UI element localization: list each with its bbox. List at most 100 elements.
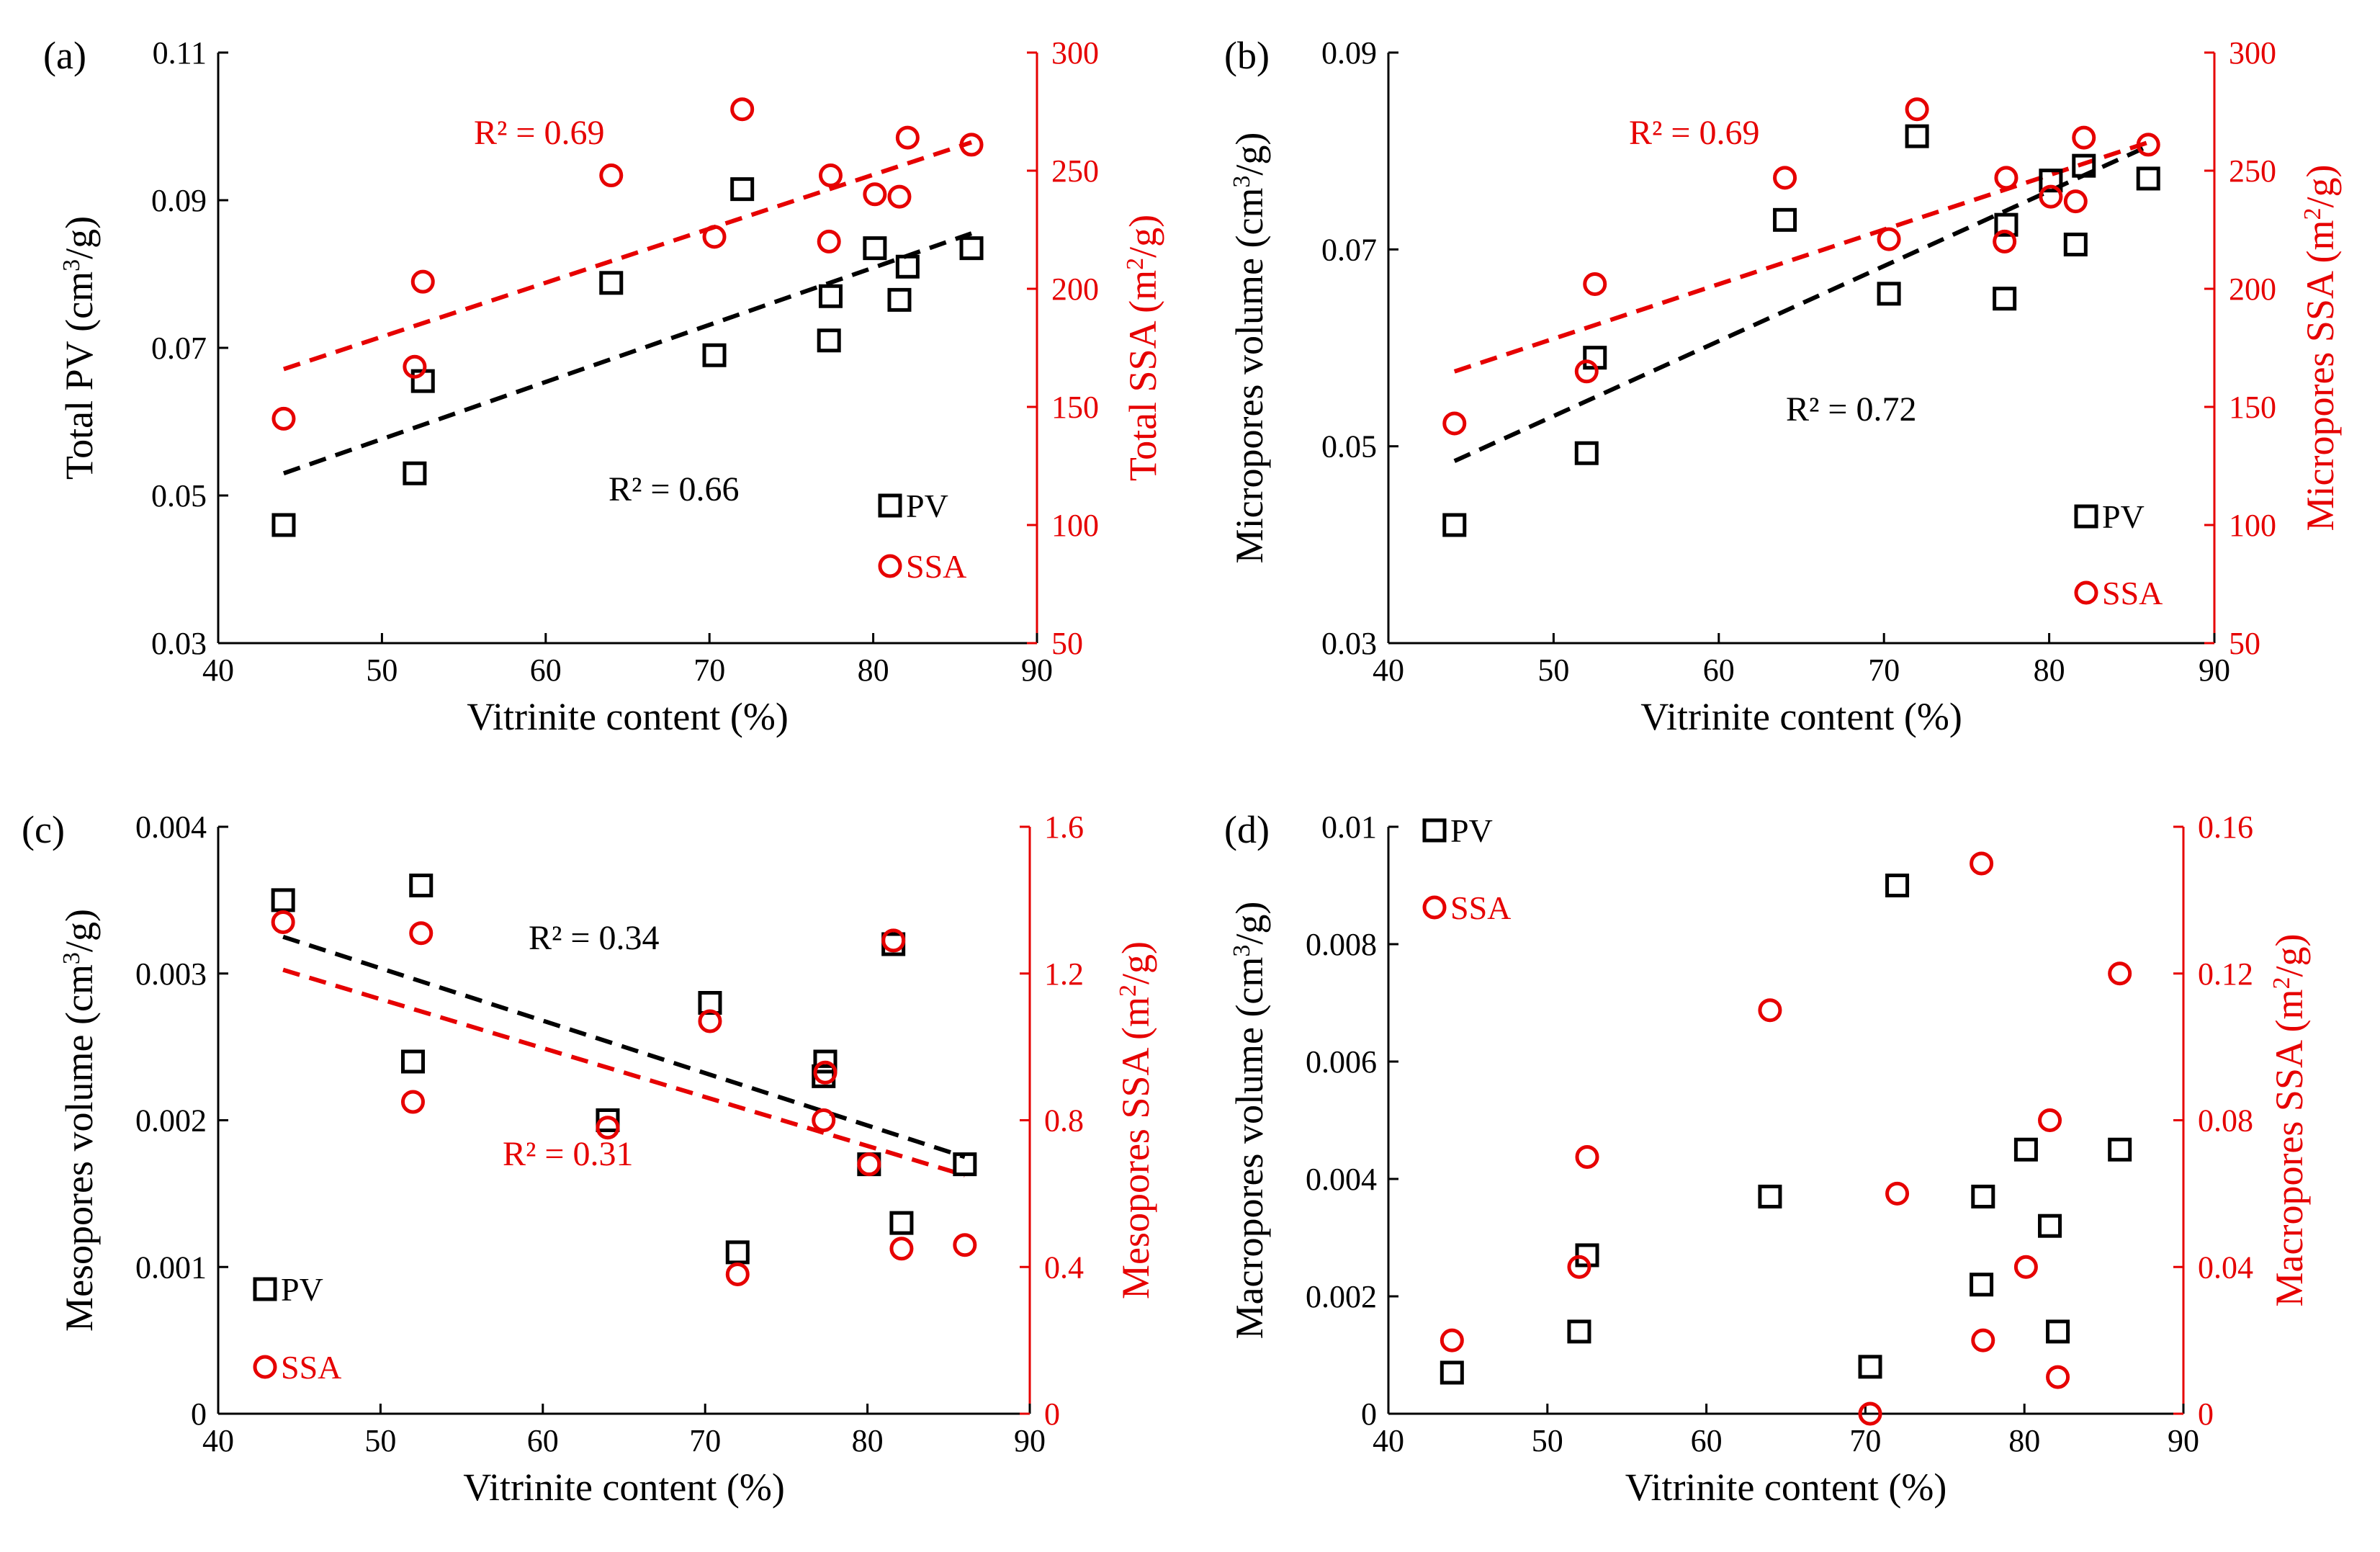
- pv-point: [1773, 207, 1797, 232]
- y-tick-label-right: 50: [1051, 626, 1083, 661]
- y-tick-label-left: 0.001: [135, 1250, 207, 1285]
- pv-point: [1994, 212, 2018, 237]
- pv-point: [1877, 282, 1901, 306]
- legend-pv-label: PV: [906, 488, 948, 524]
- x-tick-label: 40: [1373, 652, 1404, 688]
- x-tick-label: 50: [366, 652, 398, 688]
- y-axis-title-right: Macropores SSA (m2/g): [2268, 934, 2311, 1307]
- ssa-point: [403, 354, 427, 379]
- y-tick-label-left: 0.004: [1306, 1162, 1377, 1197]
- ssa-point: [1905, 97, 1929, 122]
- y-tick-label-left: 0.03: [1321, 626, 1377, 661]
- x-tick-label: 60: [527, 1423, 559, 1458]
- pv-point: [2039, 169, 2063, 193]
- y-tick-label-right: 0: [1044, 1396, 1060, 1432]
- y-tick-label-right: 100: [2229, 508, 2276, 543]
- x-tick-label: 70: [1868, 652, 1900, 688]
- y-tick-label-right: 100: [1051, 508, 1099, 543]
- y-tick-label-left: 0.05: [151, 478, 207, 513]
- y-tick-label-right: 1.2: [1044, 956, 1084, 992]
- ssa-point: [702, 225, 727, 249]
- ssa-trendline: [282, 967, 966, 1178]
- pv-point: [1970, 1273, 1994, 1297]
- pv-r2-label: R² = 0.72: [1786, 390, 1916, 429]
- ssa-point: [1970, 851, 1994, 876]
- ssa-trendline: [1453, 140, 2150, 374]
- legend-pv-label: PV: [281, 1271, 323, 1308]
- pv-point: [730, 177, 755, 202]
- ssa-point: [410, 269, 435, 294]
- y-tick-label-left: 0.03: [151, 626, 207, 661]
- pv-point: [596, 1108, 620, 1132]
- ssa-point: [596, 1116, 620, 1140]
- y-axis-title-left: Total PV (cm3/g): [58, 216, 101, 480]
- y-tick-label-left: 0.006: [1306, 1044, 1377, 1080]
- y-tick-label-right: 1.6: [1044, 809, 1084, 845]
- y-tick-label-right: 150: [1051, 390, 1099, 425]
- pv-point: [2136, 166, 2160, 191]
- x-tick-label: 90: [1021, 652, 1053, 688]
- ssa-point: [1574, 359, 1599, 384]
- pv-point: [2013, 1137, 2038, 1162]
- legend-ssa-label: SSA: [2102, 575, 2163, 611]
- x-tick-label: 70: [689, 1423, 721, 1458]
- chart-panel-b: 40 50 60 70 80 90 0.03 0.05 0.07 0.09 50 100 150 200 2…: [1224, 34, 2342, 738]
- legend-ssa-marker: [253, 1355, 277, 1379]
- ssa-point: [400, 1090, 425, 1114]
- x-axis-title: Vitrinite content (%): [467, 695, 789, 738]
- pv-point: [817, 328, 841, 353]
- ssa-point: [599, 163, 624, 188]
- y-axis-title-left: Mesopores volume (cm3/g): [58, 909, 101, 1332]
- y-tick-label-left: 0.008: [1306, 927, 1377, 962]
- x-tick-label: 70: [693, 652, 725, 688]
- ssa-point: [1858, 1401, 1882, 1426]
- y-tick-label-left: 0.09: [1321, 35, 1377, 71]
- y-tick-label-right: 0.8: [1044, 1103, 1084, 1139]
- x-tick-label: 90: [1014, 1423, 1046, 1458]
- ssa-r2-label: R² = 0.31: [503, 1135, 633, 1173]
- legend-pv-label: PV: [1450, 812, 1493, 849]
- pv-point: [1858, 1355, 1882, 1379]
- pv-point: [1567, 1319, 1591, 1344]
- ssa-point: [1575, 1144, 1599, 1169]
- ssa-point: [2136, 133, 2160, 157]
- x-tick-label: 50: [1537, 652, 1569, 688]
- y-tick-label-left: 0.002: [135, 1103, 207, 1139]
- pv-r2-label: R² = 0.66: [609, 470, 739, 508]
- y-axis-title-right: Micropores SSA (m2/g): [2299, 165, 2342, 531]
- ssa-point: [1994, 166, 2018, 190]
- ssa-point: [1442, 411, 1467, 436]
- ssa-point: [813, 1060, 838, 1085]
- y-axis-title-right: Total SSA (m2/g): [1121, 215, 1164, 481]
- pv-point: [698, 991, 722, 1015]
- ssa-point: [2046, 1365, 2070, 1389]
- y-tick-label-left: 0: [191, 1396, 207, 1432]
- y-tick-label-left: 0.09: [151, 183, 207, 218]
- ssa-point: [817, 229, 841, 254]
- x-tick-label: 40: [1373, 1423, 1404, 1458]
- pv-point: [2038, 1214, 2062, 1238]
- pv-point: [1440, 1360, 1464, 1385]
- pv-point: [895, 254, 920, 279]
- ssa-point: [730, 97, 755, 122]
- pv-point: [863, 236, 887, 261]
- legend-ssa-marker: [878, 554, 902, 578]
- pv-point: [1905, 124, 1929, 148]
- y-axis-title-left: Macropores volume (cm3/g): [1228, 902, 1271, 1340]
- ssa-point: [953, 1233, 977, 1257]
- ssa-point: [1758, 998, 1782, 1023]
- ssa-point: [1773, 166, 1797, 190]
- ssa-point: [881, 928, 906, 953]
- legend-ssa-label: SSA: [281, 1349, 341, 1386]
- ssa-point: [889, 1237, 914, 1261]
- legend-pv-marker: [878, 493, 902, 518]
- ssa-point: [2038, 1108, 2062, 1132]
- x-tick-label: 90: [2199, 652, 2230, 688]
- y-axis-title-right: Mesopores SSA (m2/g): [1114, 941, 1157, 1299]
- y-tick-label-left: 0.07: [151, 331, 207, 366]
- ssa-point: [271, 910, 295, 934]
- pv-point: [1574, 441, 1599, 465]
- y-tick-label-right: 150: [2229, 390, 2276, 425]
- y-tick-label-right: 0.04: [2198, 1250, 2253, 1285]
- pv-point: [725, 1240, 750, 1265]
